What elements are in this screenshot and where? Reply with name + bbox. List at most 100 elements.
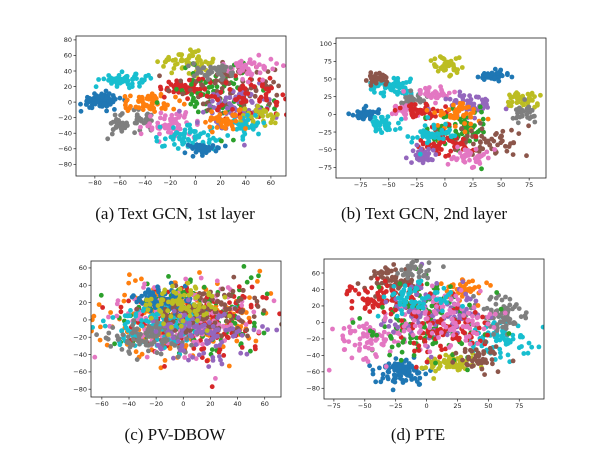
scatter-point	[171, 308, 177, 314]
caption-d: (d) PTE	[390, 425, 446, 444]
scatter-point	[468, 347, 473, 353]
scatter-point	[194, 330, 199, 335]
scatter-point	[468, 97, 474, 102]
scatter-point	[418, 88, 423, 93]
scatter-point	[283, 96, 286, 102]
scatter-point	[494, 328, 500, 333]
scatter-point	[448, 284, 453, 289]
scatter-point	[118, 304, 124, 310]
scatter-point	[94, 332, 99, 338]
scatter-point	[467, 157, 472, 163]
scatter-point	[260, 324, 265, 329]
scatter-point	[267, 75, 273, 81]
scatter-point	[98, 324, 103, 330]
scatter-point	[140, 308, 146, 314]
scatter-point	[231, 137, 236, 143]
scatter-point	[142, 120, 147, 125]
scatter-point	[506, 144, 512, 149]
scatter-point	[475, 341, 481, 346]
scatter-point	[158, 365, 164, 371]
scatter-point	[417, 300, 422, 306]
caption-a: (a) Text GCN, 1st layer	[95, 204, 255, 223]
scatter-point	[477, 155, 482, 160]
scatter-point	[391, 262, 397, 267]
scatter-point	[423, 90, 429, 96]
scatter-point	[473, 134, 479, 139]
scatter-point	[463, 291, 469, 297]
scatter-point	[445, 161, 451, 167]
scatter-point	[472, 156, 478, 162]
scatter-point	[475, 361, 481, 366]
scatter-point	[157, 73, 162, 79]
scatter-point	[131, 327, 137, 333]
scatter-point	[368, 275, 374, 281]
scatter-point	[121, 77, 127, 83]
x-tick-label: 20	[216, 179, 224, 187]
scatter-point	[231, 274, 237, 280]
scatter-point	[434, 304, 439, 309]
scatter-point	[524, 106, 530, 111]
scatter-point	[146, 96, 152, 102]
scatter-point	[244, 327, 250, 333]
scatter-point	[450, 332, 456, 338]
scatter-point	[532, 119, 538, 125]
scatter-point	[106, 77, 111, 83]
scatter-point	[253, 113, 258, 118]
scatter-point	[176, 52, 182, 57]
scatter-point	[192, 144, 198, 150]
scatter-point	[89, 105, 95, 111]
scatter-point	[177, 313, 182, 319]
scatter-point	[472, 115, 477, 121]
scatter-point	[110, 325, 116, 330]
scatter-point	[379, 114, 385, 120]
scatter-point	[237, 69, 243, 75]
scatter-point	[380, 72, 386, 78]
scatter-point	[471, 164, 477, 170]
scatter-point	[272, 106, 277, 112]
scatter-point	[171, 125, 176, 131]
scatter-point	[410, 148, 416, 154]
scatter-point	[416, 382, 422, 387]
scatter-point	[205, 77, 211, 82]
scatter-point	[128, 93, 133, 99]
scatter-point	[424, 133, 429, 138]
scatter-point	[261, 107, 267, 113]
scatter-point	[227, 327, 232, 332]
scatter-point	[392, 361, 398, 366]
scatter-point	[143, 292, 148, 298]
scatter-point	[401, 302, 407, 308]
scatter-point	[436, 135, 442, 141]
scatter-point	[458, 287, 464, 293]
scatter-point	[402, 283, 408, 289]
scatter-point	[180, 318, 186, 324]
scatter-point	[155, 303, 161, 309]
scatter-point	[369, 347, 375, 352]
scatter-point	[459, 65, 465, 70]
scatter-point	[228, 65, 234, 70]
scatter-point	[143, 302, 149, 308]
scatter-point	[412, 288, 418, 293]
scatter-point	[201, 148, 207, 154]
scatter-point	[155, 59, 160, 65]
scatter-point	[222, 143, 228, 149]
scatter-point	[438, 281, 444, 287]
scatter-point	[473, 146, 479, 152]
scatter-point	[487, 345, 493, 351]
scatter-point	[209, 384, 215, 390]
scatter-point	[457, 100, 463, 106]
scatter-point	[391, 283, 397, 289]
scatter-point	[485, 155, 491, 161]
scatter-point	[503, 106, 509, 112]
scatter-point	[139, 318, 144, 323]
scatter-point	[510, 332, 516, 338]
scatter-point	[127, 313, 132, 319]
scatter-point	[245, 112, 250, 118]
scatter-point	[191, 73, 197, 79]
scatter-point	[274, 61, 279, 66]
scatter-point	[154, 320, 160, 325]
scatter-point	[476, 325, 482, 331]
scatter-point	[249, 61, 255, 67]
scatter-point	[473, 347, 479, 353]
scatter-point	[520, 109, 526, 114]
scatter-point	[397, 105, 403, 111]
